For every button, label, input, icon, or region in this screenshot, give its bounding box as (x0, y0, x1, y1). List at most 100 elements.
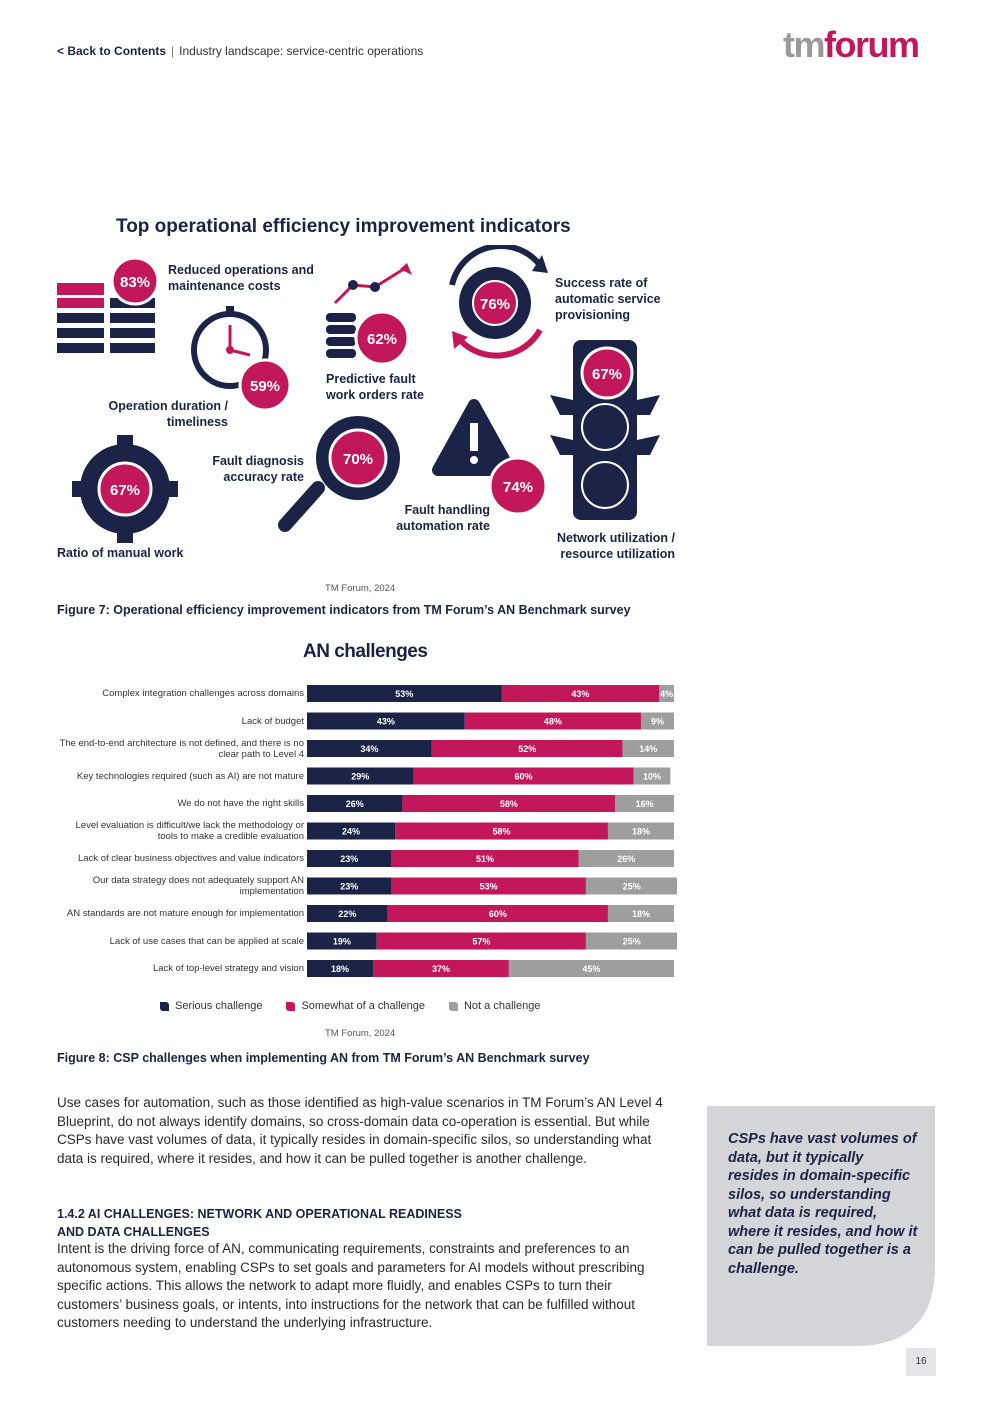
category-label: Lack of budget (241, 715, 304, 727)
bar-2-2 (622, 740, 674, 757)
bar-0-5 (307, 822, 396, 840)
chart-title: AN challenges (303, 641, 428, 662)
bar-label-1-9: 57% (472, 937, 490, 947)
legend-not: Not a challenge (448, 1000, 540, 1012)
trend-coins-icon (326, 263, 412, 358)
section-heading: 1.4.2 AI CHALLENGES: NETWORK AND OPERATI… (57, 1207, 462, 1239)
bar-1-0 (501, 685, 660, 702)
pct-59: 59% (250, 378, 280, 395)
category-label: Complex integration challenges across do… (102, 688, 304, 699)
pct-67-manual: 67% (110, 482, 140, 499)
category-label: Lack of clear business objectives and va… (77, 853, 304, 864)
bar-2-5 (607, 822, 674, 840)
bar-2-8 (607, 905, 674, 922)
bar-label-0-0: 53% (395, 689, 413, 699)
bar-0-7 (307, 877, 392, 895)
bar-0-6 (307, 850, 392, 867)
bar-label-0-8: 22% (338, 909, 356, 919)
bar-label-1-3: 60% (515, 772, 533, 782)
bar-label-0-9: 19% (333, 937, 351, 947)
category-label: AN standards are not mature enough for i… (66, 908, 304, 919)
bar-label-2-7: 25% (623, 882, 641, 892)
bar-label-1-2: 52% (518, 744, 536, 754)
category-label: Lack of top-level strategy and vision (152, 963, 304, 974)
category-label: Key technologies required (such as AI) a… (76, 770, 304, 782)
pct-74: 74% (503, 479, 533, 496)
category-label: We do not have the right skills (177, 798, 304, 809)
pct-62: 62% (367, 331, 397, 348)
pct-83: 83% (120, 274, 150, 291)
category-label: Lack of use cases that can be applied at… (109, 935, 304, 947)
body-paragraph-2: Intent is the driving force of AN, commu… (57, 1241, 645, 1330)
chart-legend: Serious challenge Somewhat of a challeng… (160, 1000, 540, 1012)
figure8-caption: Figure 8: CSP challenges when implementi… (57, 1051, 590, 1065)
bar-label-1-5: 58% (493, 827, 511, 837)
bar-0-0 (307, 685, 502, 702)
bar-label-2-8: 18% (632, 909, 650, 919)
category-label: Our data strategy does not adequately su… (92, 875, 304, 897)
label-fault-handling: Fault handling automation rate (396, 503, 490, 533)
back-to-contents-link[interactable]: < Back to Contents (57, 44, 167, 58)
label-operation-duration: Operation duration / timeliness (108, 399, 228, 429)
header-nav: < Back to Contents | Industry landscape: s… (57, 44, 423, 58)
bar-2-7 (585, 877, 677, 895)
bar-label-2-4: 16% (636, 799, 654, 809)
pct-70: 70% (343, 451, 373, 468)
bar-0-8 (307, 905, 388, 922)
legend-serious: Serious challenge (160, 1000, 262, 1012)
bar-1-9 (376, 932, 586, 950)
bar-label-1-7: 53% (480, 882, 498, 892)
bar-label-0-5: 24% (342, 827, 360, 837)
bar-1-3 (413, 767, 634, 785)
bar-label-1-8: 60% (489, 909, 507, 919)
label-network-utilization: Network utilization / resource utilizati… (556, 531, 675, 561)
bar-0-10 (307, 960, 374, 977)
warning-triangle-icon (432, 399, 516, 476)
label-manual-work: Ratio of manual work (57, 546, 184, 560)
bar-1-1 (464, 712, 641, 730)
bar-0-3 (307, 767, 414, 785)
figure7-infographic: 83% 59% 62% 76% (57, 245, 660, 543)
bar-label-2-0: 4% (660, 689, 673, 699)
bar-1-6 (391, 850, 579, 867)
legend-somewhat: Somewhat of a challenge (286, 1000, 425, 1012)
bar-label-2-10: 45% (582, 964, 600, 974)
bar-label-2-5: 18% (632, 827, 650, 837)
bar-label-2-6: 26% (617, 854, 635, 864)
figure7-title: Top operational efficiency improvement i… (116, 216, 571, 237)
label-reduced-costs: Reduced operations and maintenance costs (168, 263, 314, 293)
bar-label-1-0: 43% (571, 689, 589, 699)
bar-1-10 (373, 960, 509, 977)
bar-0-4 (307, 795, 403, 812)
bar-label-0-4: 26% (346, 799, 364, 809)
category-label: Level evaluation is difficult/we lack th… (75, 820, 304, 842)
header-separator: | (171, 44, 175, 58)
bar-1-8 (387, 905, 608, 922)
bar-2-4 (615, 795, 674, 812)
tmforum-logo: tmforum (783, 24, 920, 65)
figure7-source: TM Forum, 2024 (325, 583, 396, 594)
bar-label-1-6: 51% (476, 854, 494, 864)
bar-2-9 (585, 932, 677, 950)
bar-1-4 (402, 795, 616, 812)
bar-label-2-1: 9% (651, 717, 664, 727)
an-challenges-chart: 53% 43% 4% 43% 48% 9% 34% 52% 14% 29% 60% 10% 26% 58%… (307, 685, 677, 977)
figure7-caption: Figure 7: Operational efficiency improve… (57, 603, 631, 617)
label-predictive-fault: Predictive fault work orders rate (326, 372, 424, 402)
bar-label-0-2: 34% (360, 744, 378, 754)
pct-76: 76% (480, 296, 510, 313)
bar-2-3 (633, 767, 671, 785)
bar-2-0 (659, 685, 674, 702)
bar-label-1-4: 58% (500, 799, 518, 809)
bar-label-0-6: 23% (340, 854, 358, 864)
bar-1-2 (431, 740, 623, 757)
label-provisioning: Success rate of automatic service provis… (555, 276, 661, 322)
bar-2-1 (640, 712, 674, 730)
bar-label-2-9: 25% (623, 937, 641, 947)
page-number: 16 (906, 1348, 936, 1376)
category-label: The end-to-end architecture is not defin… (59, 737, 304, 760)
section-title: Industry landscape: service-centric oper… (179, 44, 424, 58)
callout-quote: CSPs have vast volumes of data, but it t… (728, 1131, 918, 1277)
bar-2-6 (578, 850, 674, 867)
bar-label-0-10: 18% (331, 964, 349, 974)
